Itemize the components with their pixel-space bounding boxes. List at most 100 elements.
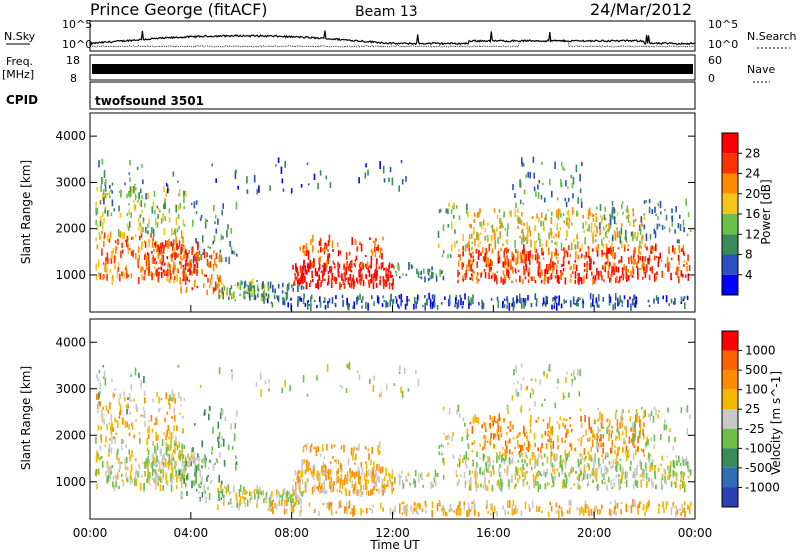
heatmap-cell xyxy=(610,465,612,469)
heatmap-cell xyxy=(434,480,437,487)
heatmap-cell xyxy=(292,498,294,503)
heatmap-cell xyxy=(128,449,131,455)
heatmap-cell xyxy=(653,406,656,411)
heatmap-cell xyxy=(113,436,115,440)
heatmap-cell xyxy=(472,462,474,467)
heatmap-cell xyxy=(373,301,375,306)
heatmap-cell xyxy=(469,277,471,280)
heatmap-cell xyxy=(647,257,649,261)
heatmap-cell xyxy=(498,456,500,460)
heatmap-cell xyxy=(541,462,544,466)
heatmap-cell xyxy=(348,304,350,307)
heatmap-cell xyxy=(345,506,347,512)
heatmap-cell xyxy=(688,469,691,472)
heatmap-cell xyxy=(110,471,112,475)
heatmap-cell xyxy=(389,299,391,307)
heatmap-cell xyxy=(110,422,113,429)
heatmap-cell xyxy=(605,256,608,259)
heatmap-cell xyxy=(569,253,572,258)
heatmap-cell xyxy=(370,459,372,466)
x-tick-label: 04:00 xyxy=(174,526,209,540)
heatmap-cell xyxy=(487,510,489,514)
heatmap-cell xyxy=(323,456,326,460)
heatmap-cell xyxy=(689,469,692,476)
heatmap-cell xyxy=(514,446,516,449)
heatmap-cell xyxy=(359,274,361,277)
heatmap-cell xyxy=(220,443,223,448)
heatmap-cell xyxy=(521,459,524,463)
heatmap-cell xyxy=(666,256,669,264)
heatmap-cell xyxy=(395,273,398,277)
heatmap-cell xyxy=(147,253,150,261)
heatmap-cell xyxy=(613,506,616,512)
heatmap-cell xyxy=(221,209,223,216)
heatmap-cell xyxy=(535,303,538,307)
heatmap-cell xyxy=(675,482,677,488)
heatmap-cell xyxy=(348,490,351,497)
heatmap-cell xyxy=(467,443,470,449)
heatmap-cell xyxy=(642,468,644,474)
heatmap-cell xyxy=(580,506,583,512)
heatmap-cell xyxy=(340,505,343,508)
heatmap-cell xyxy=(556,209,558,218)
heatmap-cell xyxy=(313,173,316,180)
heatmap-cell xyxy=(535,240,538,243)
heatmap-cell xyxy=(141,242,143,251)
heatmap-cell xyxy=(401,179,404,185)
heatmap-cell xyxy=(579,297,581,301)
heatmap-cell xyxy=(674,297,676,305)
heatmap-cell xyxy=(622,273,624,281)
heatmap-cell xyxy=(522,232,525,239)
heatmap-cell xyxy=(407,388,410,392)
heatmap-cell xyxy=(303,459,306,463)
heatmap-cell xyxy=(159,247,161,255)
heatmap-cell xyxy=(560,212,562,218)
heatmap-cell xyxy=(618,474,620,477)
heatmap-cell xyxy=(521,444,523,451)
heatmap-cell xyxy=(306,394,309,397)
heatmap-cell xyxy=(523,268,526,275)
heatmap-cell xyxy=(661,271,664,278)
heatmap-cell xyxy=(517,218,519,224)
heatmap-cell xyxy=(591,232,594,236)
heatmap-cell xyxy=(574,259,577,263)
heatmap-cell xyxy=(374,480,377,484)
heatmap-cell xyxy=(128,432,131,437)
heatmap-cell xyxy=(316,486,318,489)
heatmap-cell xyxy=(485,263,488,267)
heatmap-cell xyxy=(675,271,677,276)
heatmap-cell xyxy=(598,271,600,277)
heatmap-cell xyxy=(145,458,148,465)
heatmap-cell xyxy=(155,269,157,276)
heatmap-cell xyxy=(625,236,627,242)
heatmap-cell xyxy=(543,226,545,232)
heatmap-cell xyxy=(148,478,150,484)
heatmap-cell xyxy=(156,221,159,228)
heatmap-cell xyxy=(507,466,509,473)
heatmap-cell xyxy=(111,465,114,469)
heatmap-cell xyxy=(144,461,146,469)
heatmap-cell xyxy=(297,470,300,475)
heatmap-cell xyxy=(141,461,144,465)
heatmap-cell xyxy=(222,500,225,506)
heatmap-cell xyxy=(514,209,517,217)
heatmap-cell xyxy=(352,279,355,286)
heatmap-cell xyxy=(188,457,191,461)
heatmap-cell xyxy=(431,482,434,488)
heatmap-cell xyxy=(584,470,586,478)
heatmap-cell xyxy=(578,474,580,482)
heatmap-cell xyxy=(370,248,373,253)
heatmap-cell xyxy=(553,236,555,239)
heatmap-cell xyxy=(191,287,194,290)
heatmap-cell xyxy=(100,425,103,431)
colorbar-tick-label: -500 xyxy=(745,461,772,475)
heatmap-cell xyxy=(218,498,220,501)
heatmap-cell xyxy=(302,375,305,383)
heatmap-cell xyxy=(224,416,227,422)
heatmap-cell xyxy=(113,486,116,492)
heatmap-cell xyxy=(651,209,654,214)
heatmap-cell xyxy=(508,485,510,490)
heatmap-cell xyxy=(473,500,475,508)
heatmap-cell xyxy=(307,460,309,466)
heatmap-cell xyxy=(337,250,340,257)
